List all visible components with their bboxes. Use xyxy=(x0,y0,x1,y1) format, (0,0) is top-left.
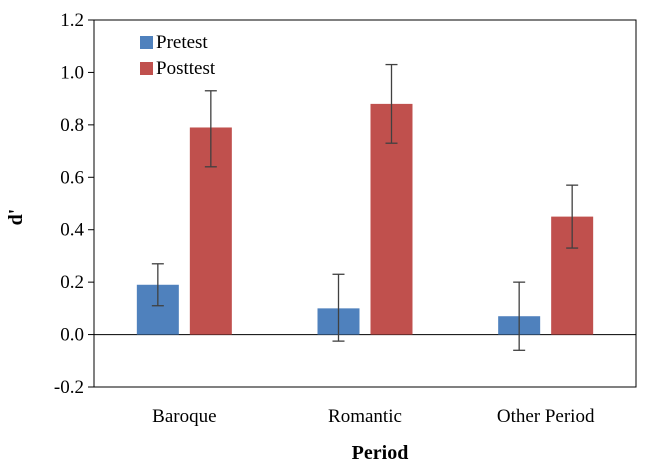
legend-label-pretest: Pretest xyxy=(156,32,208,53)
y-axis-title: d' xyxy=(5,209,27,226)
y-tick-label: 1.0 xyxy=(60,62,84,83)
legend-swatch-posttest xyxy=(140,62,153,75)
y-tick-label: 0.0 xyxy=(60,325,84,346)
y-tick-label: 0.2 xyxy=(60,272,84,293)
y-tick-label: 0.6 xyxy=(60,167,84,188)
legend-swatch-pretest xyxy=(140,36,153,49)
legend-label-posttest: Posttest xyxy=(156,58,216,79)
y-tick-label: 1.2 xyxy=(60,10,84,31)
y-tick-label: 0.8 xyxy=(60,115,84,136)
y-tick-label: -0.2 xyxy=(54,377,84,398)
legend: Pretest Posttest xyxy=(140,32,216,79)
x-axis-title: Period xyxy=(352,442,409,461)
x-tick-label: Other Period xyxy=(497,406,595,427)
plot-area: -0.2 0.0 0.2 0.4 0.6 0.8 1.0 1.2 Baroque Romantic… xyxy=(54,10,637,427)
plot-frame xyxy=(93,19,637,388)
x-tick-label: Romantic xyxy=(328,406,402,427)
x-tick-label: Baroque xyxy=(152,406,216,427)
y-tick-label: 0.4 xyxy=(60,220,84,241)
